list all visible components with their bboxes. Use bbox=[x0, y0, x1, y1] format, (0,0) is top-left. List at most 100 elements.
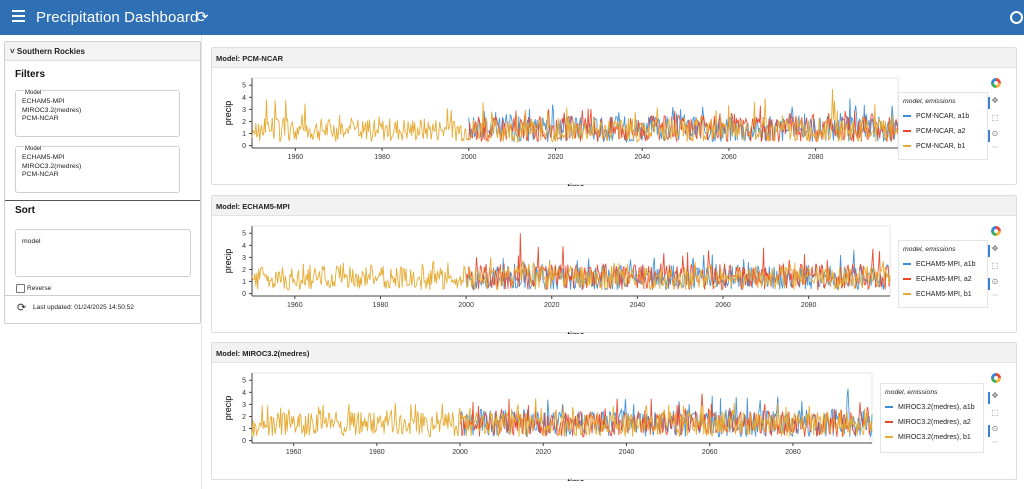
legend-item[interactable]: MIROC3.2(medres), a1b bbox=[885, 404, 975, 411]
x-axis-label: time bbox=[567, 182, 584, 186]
chart-legend: model, emissions ECHAM5-MPI, a1b ECHAM5-… bbox=[898, 240, 988, 308]
reverse-checkbox[interactable] bbox=[16, 284, 25, 293]
reload-icon[interactable]: ⟳ bbox=[196, 9, 209, 26]
card-header[interactable]: ˅ Southern Rockies bbox=[5, 42, 200, 61]
sort-list[interactable]: model bbox=[15, 229, 191, 277]
active-tool-indicator bbox=[988, 245, 990, 257]
box-zoom-icon[interactable]: ⬚ bbox=[991, 261, 999, 270]
legend-swatch bbox=[885, 406, 893, 409]
legend-item[interactable]: MIROC3.2(medres), b1 bbox=[885, 434, 971, 441]
chart-panel-pcm-ncar: Model: PCM-NCAR precip time 0 1 2 3 4 5 1960 19… bbox=[211, 47, 1017, 186]
legend-item[interactable]: ECHAM5-MPI, a2 bbox=[903, 276, 972, 283]
main-content: Model: PCM-NCAR precip time 0 1 2 3 4 5 1960 19… bbox=[203, 35, 1024, 489]
legend-item[interactable]: ECHAM5-MPI, a1b bbox=[903, 261, 976, 268]
hamburger-icon[interactable] bbox=[12, 10, 25, 24]
y-tick-label: 3 bbox=[242, 255, 246, 262]
x-tick-label: 2060 bbox=[721, 154, 737, 161]
y-tick-label: 0 bbox=[242, 438, 246, 445]
pan-tool-icon[interactable]: ✥ bbox=[991, 96, 999, 105]
x-axis-label: time bbox=[567, 330, 584, 334]
legend-item[interactable]: PCM-NCAR, b1 bbox=[903, 143, 965, 150]
x-tick-label: 2060 bbox=[715, 302, 731, 309]
legend-item[interactable]: ECHAM5-MPI, b1 bbox=[903, 291, 972, 298]
x-axis-label: time bbox=[567, 477, 584, 481]
app-header: Precipitation Dashboard ⟳ bbox=[0, 0, 1024, 35]
x-tick-label: 1960 bbox=[288, 154, 304, 161]
x-tick-label: 1960 bbox=[287, 302, 303, 309]
pan-tool-icon[interactable]: ✥ bbox=[991, 244, 999, 253]
box-zoom-icon[interactable]: ⬚ bbox=[991, 113, 999, 122]
multiselect-option[interactable]: MIROC3.2(medres) bbox=[22, 106, 82, 114]
more-tools-icon[interactable]: ⋯ bbox=[992, 145, 998, 151]
more-tools-icon[interactable]: ⋯ bbox=[992, 440, 998, 446]
x-tick-label: 1980 bbox=[369, 449, 385, 456]
active-tool-indicator bbox=[988, 130, 990, 142]
legend-label: MIROC3.2(medres), a1b bbox=[898, 404, 975, 411]
legend-label: PCM-NCAR, a2 bbox=[916, 128, 966, 135]
y-tick-label: 2 bbox=[242, 414, 246, 421]
legend-item[interactable]: PCM-NCAR, a1b bbox=[903, 113, 969, 120]
filters-heading: Filters bbox=[15, 69, 46, 80]
series-line bbox=[465, 233, 891, 292]
busy-indicator-icon bbox=[1010, 11, 1023, 24]
active-tool-indicator bbox=[988, 392, 990, 404]
series-line bbox=[251, 88, 899, 144]
legend-label: MIROC3.2(medres), b1 bbox=[898, 434, 971, 441]
y-axis-label: precip bbox=[223, 396, 233, 421]
multiselect-option[interactable]: PCM-NCAR bbox=[22, 115, 59, 123]
bokeh-logo-icon[interactable] bbox=[991, 373, 1001, 383]
divider bbox=[5, 295, 200, 296]
chevron-down-icon[interactable]: ˅ bbox=[10, 47, 15, 56]
x-tick-label: 2080 bbox=[808, 154, 824, 161]
multiselect-option[interactable]: ECHAM5-MPI bbox=[22, 98, 65, 105]
legend-swatch bbox=[903, 293, 911, 296]
precip-chart[interactable]: precip time 0 1 2 3 4 5 1960 1980 2000 2020 2040 20… bbox=[212, 68, 902, 186]
active-tool-indicator bbox=[988, 278, 990, 290]
hover-tool-icon[interactable]: ⊙ bbox=[991, 277, 999, 286]
chart-legend: model, emissions MIROC3.2(medres), a1b M… bbox=[880, 383, 984, 453]
x-tick-label: 2080 bbox=[785, 449, 801, 456]
x-tick-label: 1960 bbox=[286, 449, 302, 456]
legend-label: ECHAM5-MPI, a1b bbox=[916, 261, 976, 268]
precip-chart[interactable]: precip time 0 1 2 3 4 5 1960 1980 2000 2020 2040 20… bbox=[212, 363, 902, 481]
divider bbox=[5, 200, 200, 201]
chart-panel-echam5-mpi: Model: ECHAM5-MPI precip time 0 1 2 3 4 5 1960… bbox=[211, 195, 1017, 334]
multiselect-option[interactable]: ECHAM5-MPI bbox=[22, 154, 65, 161]
y-tick-label: 5 bbox=[242, 231, 246, 238]
y-tick-label: 4 bbox=[242, 95, 246, 102]
legend-label: MIROC3.2(medres), a2 bbox=[898, 419, 971, 426]
bokeh-logo-icon[interactable] bbox=[991, 226, 1001, 236]
sidebar: ˅ Southern Rockies Filters Model ECHAM5-… bbox=[0, 35, 202, 489]
reverse-label: Reverse bbox=[27, 285, 52, 292]
sort-item[interactable]: model bbox=[22, 238, 41, 245]
box-zoom-icon[interactable]: ⬚ bbox=[991, 408, 999, 417]
panel-title: Model: MIROC3.2(medres) bbox=[212, 343, 1016, 363]
multiselect-option[interactable]: PCM-NCAR bbox=[22, 171, 59, 179]
panel-title: Model: ECHAM5-MPI bbox=[212, 196, 1016, 216]
x-tick-label: 2020 bbox=[544, 302, 560, 309]
model-multiselect-1[interactable]: Model ECHAM5-MPI MIROC3.2(medres) PCM-NC… bbox=[15, 90, 180, 137]
legend-title: model, emissions bbox=[903, 98, 956, 105]
y-tick-label: 1 bbox=[242, 131, 246, 138]
filter-card: ˅ Southern Rockies Filters Model ECHAM5-… bbox=[4, 41, 201, 324]
legend-item[interactable]: PCM-NCAR, a2 bbox=[903, 128, 965, 135]
panel-title: Model: PCM-NCAR bbox=[212, 48, 1016, 68]
legend-item[interactable]: MIROC3.2(medres), a2 bbox=[885, 419, 971, 426]
hover-tool-icon[interactable]: ⊙ bbox=[991, 129, 999, 138]
y-tick-label: 5 bbox=[242, 378, 246, 385]
legend-swatch bbox=[903, 130, 911, 133]
refresh-icon[interactable]: ⟳ bbox=[17, 302, 27, 314]
x-tick-label: 2040 bbox=[634, 154, 650, 161]
multiselect-option[interactable]: MIROC3.2(medres) bbox=[22, 162, 82, 170]
card-title: Southern Rockies bbox=[16, 47, 85, 56]
x-tick-label: 1980 bbox=[373, 302, 389, 309]
legend-label: PCM-NCAR, b1 bbox=[916, 143, 966, 150]
more-tools-icon[interactable]: ⋯ bbox=[992, 293, 998, 299]
model-multiselect-2[interactable]: Model ECHAM5-MPI MIROC3.2(medres) PCM-NC… bbox=[15, 146, 180, 193]
bokeh-logo-icon[interactable] bbox=[991, 78, 1001, 88]
hover-tool-icon[interactable]: ⊙ bbox=[991, 424, 999, 433]
precip-chart[interactable]: precip time 0 1 2 3 4 5 1960 1980 2000 2020 2040 20… bbox=[212, 216, 902, 334]
legend-title: model, emissions bbox=[885, 389, 938, 396]
pan-tool-icon[interactable]: ✥ bbox=[991, 391, 999, 400]
y-tick-label: 2 bbox=[242, 267, 246, 274]
